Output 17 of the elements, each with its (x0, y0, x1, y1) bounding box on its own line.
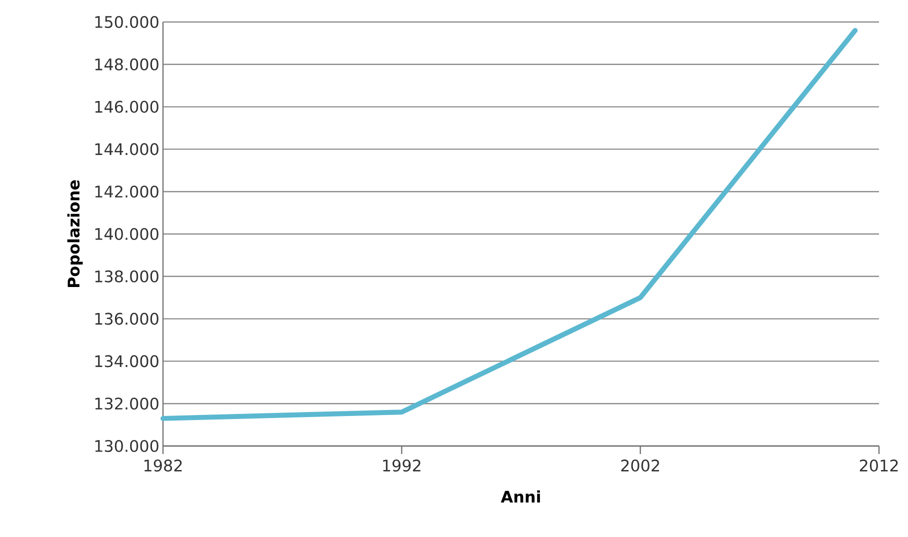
x-tick-label: 1982 (144, 460, 182, 472)
y-tick-label: 144.000 (95, 143, 158, 156)
y-tick-label: 138.000 (95, 270, 158, 282)
x-tick-label: 2002 (621, 460, 660, 472)
y-tick-label: 140.000 (95, 228, 158, 240)
y-tick-label: 148.000 (95, 58, 158, 70)
x-axis-title: Anni (500, 490, 540, 503)
y-tick-label: 150.000 (95, 16, 158, 28)
x-tick-label: 2012 (860, 460, 898, 472)
y-tick-label: 130.000 (95, 440, 158, 452)
y-axis-title: Popolazione (67, 180, 83, 288)
y-tick-label: 132.000 (95, 398, 158, 410)
y-tick-label: 134.000 (95, 355, 158, 368)
y-tick-label: 146.000 (95, 100, 158, 113)
y-tick-label: 142.000 (95, 186, 158, 198)
y-tick-label: 136.000 (95, 312, 158, 325)
x-tick-label: 1992 (383, 460, 420, 472)
